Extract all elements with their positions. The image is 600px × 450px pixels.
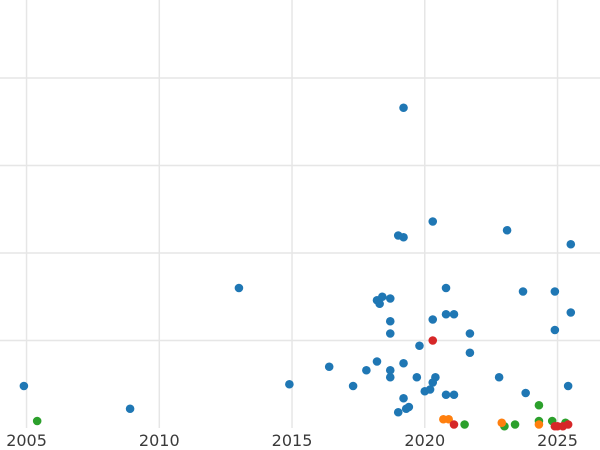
data-point <box>19 381 29 391</box>
data-point <box>441 309 451 319</box>
data-point <box>444 414 453 424</box>
data-point <box>550 287 560 296</box>
data-point <box>348 381 358 391</box>
data-point <box>497 418 507 428</box>
data-point <box>518 287 528 296</box>
data-point <box>415 341 424 351</box>
data-point <box>550 325 560 335</box>
data-point <box>362 365 371 375</box>
data-point <box>385 294 395 303</box>
x-tick-label-2025: 2025 <box>537 431 578 450</box>
x-tick-label-2010: 2010 <box>139 431 180 450</box>
data-point <box>32 416 42 426</box>
x-tick-label-2005: 2005 <box>6 431 47 450</box>
data-point <box>534 400 544 410</box>
data-point <box>399 103 408 113</box>
data-point <box>465 348 475 358</box>
x-tick-label-2015: 2015 <box>272 431 313 450</box>
data-points <box>19 103 576 431</box>
data-point <box>563 381 573 391</box>
data-point <box>234 283 244 293</box>
data-point <box>399 393 408 403</box>
data-point <box>441 390 451 400</box>
data-point <box>375 299 384 309</box>
data-point <box>441 283 451 293</box>
data-point <box>385 329 395 338</box>
data-point <box>566 239 576 249</box>
data-point <box>428 336 438 345</box>
data-point <box>399 358 408 368</box>
data-point <box>534 420 544 429</box>
data-point <box>324 362 334 372</box>
data-point <box>372 357 382 366</box>
data-point <box>385 365 395 375</box>
data-point <box>125 404 135 414</box>
data-point <box>399 232 408 242</box>
data-point <box>465 329 475 338</box>
data-point <box>449 309 459 319</box>
data-point <box>510 420 520 429</box>
x-tick-label-2020: 2020 <box>404 431 445 450</box>
data-point <box>449 390 459 400</box>
data-point <box>460 420 469 429</box>
x-axis-tick-labels: 2005 2010 2015 2020 2025 <box>6 431 578 450</box>
data-point <box>285 379 294 389</box>
data-point <box>566 308 576 317</box>
data-point <box>425 385 435 394</box>
data-point <box>428 217 438 226</box>
data-point <box>502 225 512 235</box>
data-point <box>412 372 422 382</box>
data-point <box>428 315 438 324</box>
data-point <box>385 372 395 382</box>
data-point <box>404 402 414 412</box>
data-point <box>385 316 395 326</box>
data-point <box>521 388 530 398</box>
grid-lines <box>0 0 600 428</box>
data-point <box>393 407 403 417</box>
data-point <box>449 420 459 429</box>
data-point <box>494 372 504 382</box>
data-point <box>378 292 387 302</box>
data-point <box>431 372 440 382</box>
data-point <box>563 420 573 429</box>
